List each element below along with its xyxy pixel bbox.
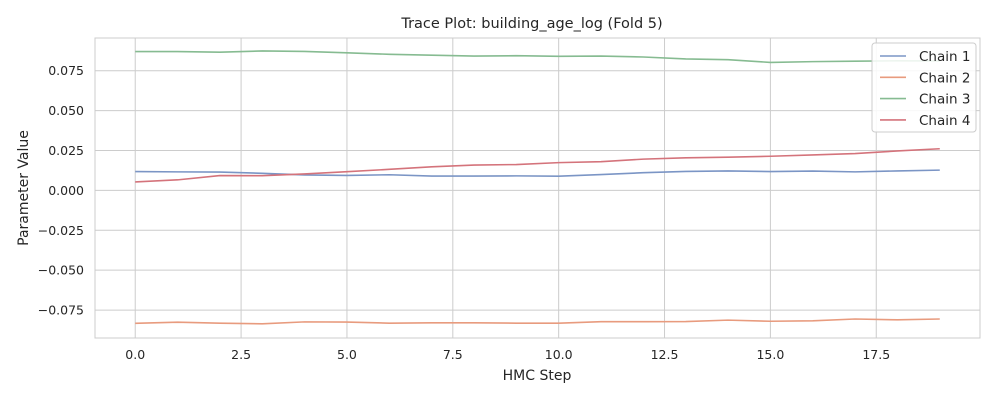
x-tick-label: 17.5: [862, 347, 890, 362]
series-line-chain-2: [135, 318, 940, 325]
y-tick-label: −0.075: [38, 303, 84, 318]
x-axis-title: HMC Step: [503, 368, 572, 384]
y-tick-label: 0.025: [48, 143, 84, 158]
plot-frame: [94, 37, 981, 339]
x-tick-label: 5.0: [337, 347, 357, 362]
legend-label: Chain 1: [919, 49, 970, 65]
tick-labels: 0.0 2.5 5.0 7.5 10.0 12.5 15.0 17.5 −0.075 −0.050…: [38, 63, 890, 362]
x-tick-label: 0.0: [125, 347, 145, 362]
series-line-chain-1: [135, 169, 940, 177]
legend-label: Chain 3: [919, 92, 970, 108]
chart-title: Trace Plot: building_age_log (Fold 5): [400, 16, 662, 32]
y-tick-label: −0.050: [38, 263, 84, 278]
y-tick-label: 0.075: [48, 63, 84, 78]
grid-lines: [95, 38, 980, 338]
x-tick-label: 7.5: [443, 347, 463, 362]
x-tick-label: 10.0: [545, 347, 573, 362]
y-axis-title: Parameter Value: [16, 130, 32, 246]
series-line-chain-3: [135, 50, 940, 64]
series-line-chain-4: [135, 147, 940, 183]
legend-label: Chain 4: [919, 113, 970, 129]
legend-label: Chain 2: [919, 70, 970, 86]
x-tick-label: 2.5: [231, 347, 251, 362]
legend-entries: Chain 1 Chain 2 Chain 3 Chain 4: [880, 49, 970, 129]
legend-box: [871, 42, 977, 133]
x-tick-label: 12.5: [651, 347, 679, 362]
x-tick-label: 15.0: [756, 347, 784, 362]
legend: Chain 1 Chain 2 Chain 3 Chain 4: [871, 42, 977, 133]
y-tick-label: −0.025: [38, 223, 84, 238]
y-tick-label: 0.050: [48, 103, 84, 118]
series-lines: [135, 50, 940, 325]
y-tick-label: 0.000: [48, 183, 84, 198]
